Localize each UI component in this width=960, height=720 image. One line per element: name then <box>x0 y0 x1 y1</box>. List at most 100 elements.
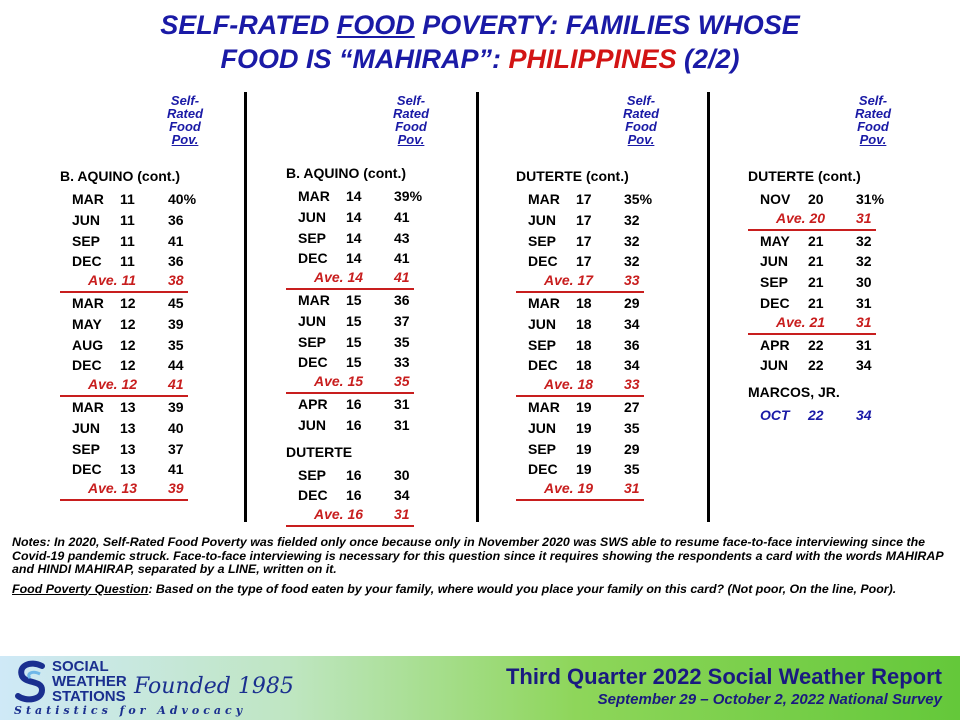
year: 17 <box>576 253 592 270</box>
month: JUN <box>760 253 789 270</box>
year: 22 <box>808 336 824 353</box>
header-line: Food <box>857 119 889 134</box>
month: JUN <box>298 312 327 329</box>
data-row: SEP 18 36 <box>528 335 658 355</box>
column-header: Self- Rated Food Pov. <box>376 94 446 146</box>
month: JUN <box>298 416 327 433</box>
month: JUN <box>528 211 557 228</box>
data-row: MAY 12 39 <box>72 314 202 334</box>
tagline: Statistics for Advocacy <box>14 704 247 717</box>
data-row: DEC 12 44 <box>72 355 202 375</box>
average-label: Ave. 17 <box>544 272 594 289</box>
year: 16 <box>346 416 362 433</box>
year: 12 <box>120 336 136 353</box>
average-label: Ave. 16 <box>314 506 364 523</box>
average-label: Ave. 11 <box>88 272 136 289</box>
year: 15 <box>346 312 362 329</box>
value: 27 <box>624 399 640 415</box>
value: 29 <box>624 295 640 311</box>
month: SEP <box>298 333 327 350</box>
data-row: SEP 13 37 <box>72 439 202 459</box>
data-row: DEC 11 36 <box>72 251 202 271</box>
month: DEC <box>72 461 102 478</box>
average-row: Ave. 20 31 <box>748 210 876 231</box>
value: 37 <box>168 440 184 457</box>
data-row: JUN 21 32 <box>760 251 890 271</box>
month: MAY <box>760 232 790 249</box>
year: 17 <box>576 232 592 249</box>
average-label: Ave. 15 <box>314 373 364 390</box>
average-label: Ave. 21 <box>776 313 826 330</box>
value: 39 <box>168 399 184 415</box>
header-line: Self- <box>858 93 888 108</box>
average-label: Ave. 12 <box>88 376 138 393</box>
month: JUN <box>528 315 557 332</box>
value: 34 <box>856 357 872 374</box>
president-label: B. AQUINO (cont.) <box>286 165 407 181</box>
value: 36 <box>394 292 410 308</box>
year: 15 <box>346 333 362 350</box>
value: 36 <box>168 211 184 228</box>
data-row: SEP 14 43 <box>298 228 428 248</box>
average-value: 31 <box>856 313 872 330</box>
header-line: Self- <box>626 93 656 108</box>
value: 29 <box>624 440 640 457</box>
year: 14 <box>346 208 362 225</box>
data-row: NOV 20 31% <box>760 189 890 209</box>
value: 32 <box>856 253 872 270</box>
year: 12 <box>120 315 136 332</box>
average-label: Ave. 19 <box>544 480 594 497</box>
data-row: DEC 19 35 <box>528 459 658 479</box>
average-label: Ave. 13 <box>88 480 138 497</box>
data-row: JUN 13 40 <box>72 418 202 438</box>
year: 18 <box>576 357 592 374</box>
average-value: 33 <box>624 272 640 289</box>
value: 32 <box>856 232 872 249</box>
header-line: Pov. <box>171 132 199 147</box>
month: SEP <box>298 229 327 246</box>
value: 31 <box>856 295 872 311</box>
month: SEP <box>528 336 557 353</box>
sws-logo-icon <box>15 660 46 703</box>
header-line: Food <box>625 119 657 134</box>
data-row: SEP 15 35 <box>298 332 428 352</box>
month: JUN <box>528 419 557 436</box>
header-line: Pov. <box>397 132 425 147</box>
year: 19 <box>576 399 592 415</box>
value: 41 <box>168 232 184 249</box>
year: 22 <box>808 407 824 424</box>
data-row: JUN 16 31 <box>298 415 428 435</box>
month: MAR <box>528 295 560 311</box>
data-row: SEP 21 30 <box>760 272 890 292</box>
value: 41 <box>394 208 410 225</box>
month: SEP <box>760 274 789 291</box>
year: 19 <box>576 419 592 436</box>
year: 18 <box>576 336 592 353</box>
year: 16 <box>346 396 362 412</box>
year: 16 <box>346 466 362 483</box>
president-label: DUTERTE (cont.) <box>516 168 629 184</box>
value: 35 <box>624 461 640 478</box>
value: 40 <box>168 419 184 436</box>
value: 39% <box>394 188 423 204</box>
month: SEP <box>72 440 101 457</box>
year: 13 <box>120 440 136 457</box>
month: DEC <box>528 253 558 270</box>
value: 31 <box>856 336 872 353</box>
data-row: JUN 18 34 <box>528 314 658 334</box>
data-row: APR 22 31 <box>760 335 890 355</box>
average-value: 33 <box>624 376 640 393</box>
year: 21 <box>808 253 824 270</box>
year: 17 <box>576 211 592 228</box>
column-header: Self- Rated Food Pov. <box>150 94 220 146</box>
average-row: Ave. 13 39 <box>60 480 188 502</box>
header-line: Pov. <box>627 132 655 147</box>
month: DEC <box>298 487 328 504</box>
average-value: 31 <box>624 480 640 497</box>
month: MAR <box>528 191 560 207</box>
month: JUN <box>72 211 101 228</box>
data-row: JUN 19 35 <box>528 418 658 438</box>
month: DEC <box>72 253 102 270</box>
average-value: 41 <box>394 269 410 286</box>
data-row: JUN 15 37 <box>298 311 428 331</box>
